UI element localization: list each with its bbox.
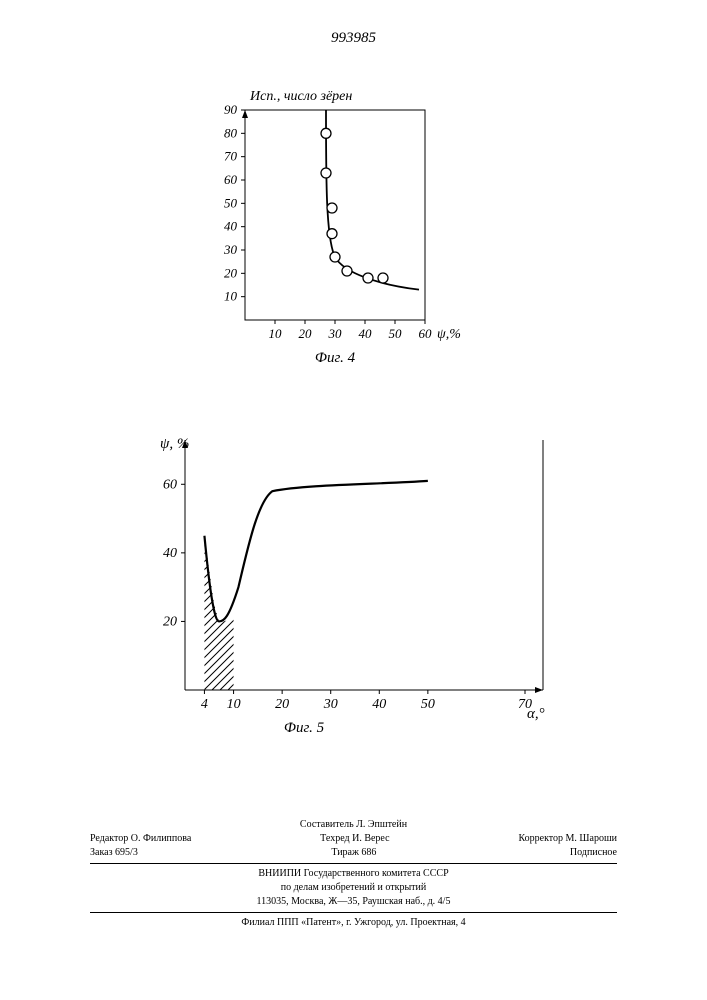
svg-text:60: 60 [224, 172, 238, 187]
svg-text:4: 4 [201, 697, 208, 712]
svg-text:Фиг. 4: Фиг. 4 [315, 350, 356, 366]
order-text: Заказ 695/3 [90, 846, 138, 860]
svg-text:20: 20 [224, 265, 238, 280]
figure-4: Исп., число зёрен 10 20 30 40 50 60 70 80 90 10 20 3… [190, 80, 470, 395]
svg-text:50: 50 [421, 697, 435, 712]
svg-text:40: 40 [359, 326, 373, 341]
svg-text:70: 70 [224, 149, 238, 164]
svg-text:10: 10 [224, 289, 238, 304]
svg-text:20: 20 [299, 326, 313, 341]
svg-text:ψ, %: ψ, % [160, 436, 189, 452]
svg-text:50: 50 [224, 195, 238, 210]
svg-text:50: 50 [389, 326, 403, 341]
footer-block: Составитель Л. Эпштейн Редактор О. Филип… [90, 818, 617, 930]
corrector-text: Корректор М. Шароши [518, 832, 617, 846]
techred-text: Техред И. Верес [320, 832, 389, 846]
page-number: 993985 [331, 30, 376, 47]
footer-divider-2 [90, 912, 617, 913]
svg-text:ψ,%: ψ,% [437, 327, 461, 342]
chart4-svg: Исп., число зёрен 10 20 30 40 50 60 70 80 90 10 20 3… [190, 80, 470, 390]
svg-text:60: 60 [163, 477, 177, 492]
svg-text:40: 40 [163, 546, 177, 561]
svg-text:80: 80 [224, 125, 238, 140]
svg-text:30: 30 [323, 697, 338, 712]
svg-text:30: 30 [223, 242, 238, 257]
svg-text:40: 40 [372, 697, 386, 712]
subscription-text: Подписное [570, 846, 617, 860]
figure-5: 2040604102030405070ψ, %α,°Фиг. 5 [130, 420, 560, 755]
svg-text:Фиг. 5: Фиг. 5 [284, 720, 325, 736]
compiler-line: Составитель Л. Эпштейн [90, 818, 617, 832]
svg-text:Исп., число зёрен: Исп., число зёрен [249, 89, 352, 104]
svg-text:10: 10 [269, 326, 283, 341]
branch-text: Филиал ППП «Патент», г. Ужгород, ул. Про… [90, 916, 617, 930]
editor-text: Редактор О. Филиппова [90, 832, 191, 846]
svg-text:90: 90 [224, 102, 238, 117]
svg-text:20: 20 [275, 697, 289, 712]
circulation-text: Тираж 686 [331, 846, 376, 860]
footer-divider-1 [90, 863, 617, 864]
org2-text: по делам изобретений и открытий [90, 881, 617, 895]
chart5-svg: 2040604102030405070ψ, %α,°Фиг. 5 [130, 420, 560, 750]
svg-text:α,°: α,° [527, 706, 545, 722]
svg-text:10: 10 [227, 697, 241, 712]
svg-text:20: 20 [163, 614, 177, 629]
org-text: ВНИИПИ Государственного комитета СССР [90, 867, 617, 881]
svg-text:60: 60 [419, 326, 433, 341]
svg-text:30: 30 [328, 326, 343, 341]
address-text: 113035, Москва, Ж—35, Раушская наб., д. … [90, 895, 617, 909]
svg-text:40: 40 [224, 219, 238, 234]
